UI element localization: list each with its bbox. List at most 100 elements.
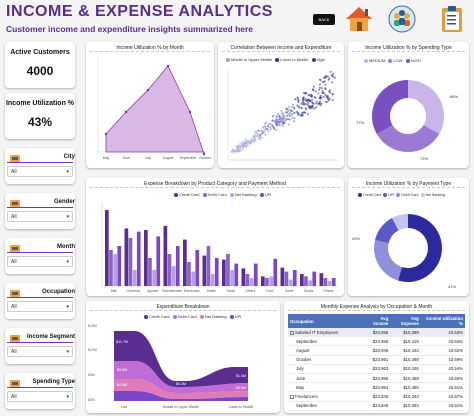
- scatter-point: [289, 112, 292, 115]
- scatter-point: [293, 98, 296, 101]
- bar: [312, 271, 317, 286]
- scatter-point: [301, 101, 304, 104]
- slicer-dropdown[interactable]: All ▾: [7, 301, 73, 312]
- ribbon-credit-card: [114, 331, 248, 387]
- scatter-point: [308, 99, 311, 102]
- data-label: $0.5M: [236, 386, 246, 390]
- people-group-icon[interactable]: [386, 4, 419, 34]
- slicer-label: Occupation: [41, 289, 75, 295]
- scatter-point: [260, 129, 263, 132]
- area-series: [105, 65, 205, 155]
- scatter-point: [287, 123, 290, 126]
- data-label: $0.2M: [176, 382, 186, 386]
- table-row[interactable]: June $23,966 $10,459 43.60%: [288, 373, 465, 384]
- cell-avg-expense: $10,283: [390, 401, 421, 411]
- cell-avg-income: $23,981: [362, 355, 391, 365]
- scatter-point: [240, 142, 243, 145]
- cell-avg-expense: $10,443: [390, 345, 421, 356]
- home-icon[interactable]: [343, 4, 376, 34]
- scatter-point: [330, 74, 333, 77]
- table-row[interactable]: September $23,966 $10,418 43.63%: [288, 336, 465, 347]
- collapse-icon[interactable]: -: [290, 330, 294, 335]
- back-button[interactable]: BACK: [313, 14, 335, 25]
- column-header[interactable]: Income Utilization %: [420, 314, 465, 328]
- legend-label: Debit Card: [207, 192, 227, 197]
- month-chart-card: Income Utilization % by Month May June J…: [86, 42, 214, 168]
- scatter-point: [244, 138, 247, 141]
- table-row[interactable]: - Salaried IT Employees $23,966 $10,389 43.6…: [288, 328, 465, 338]
- scatter-point: [284, 111, 287, 114]
- spending-icon: [9, 375, 21, 387]
- scatter-point: [311, 106, 314, 109]
- payment-donut-card: Income Utilization % by Payment Type Cre…: [348, 178, 469, 296]
- slicer-dropdown[interactable]: All ▾: [7, 166, 73, 177]
- table-row[interactable]: May $23,964 $10,455 43.61%: [288, 382, 465, 393]
- table-row[interactable]: September $23,845 $10,283 43.61%: [288, 401, 465, 411]
- column-header[interactable]: Occupation: [288, 314, 363, 328]
- scatter-point: [322, 76, 325, 79]
- cell-text: August: [296, 412, 309, 413]
- scatter-point: [242, 142, 245, 145]
- scatter-point: [291, 105, 294, 108]
- scatter-point: [287, 109, 290, 112]
- scatter-point: [264, 133, 267, 136]
- table-row[interactable]: July $23,963 $10,426 43.54%: [288, 364, 465, 374]
- chevron-down-icon: ▾: [66, 214, 69, 220]
- scatter-point: [269, 128, 272, 131]
- bar: [265, 278, 269, 286]
- scatter-point: [303, 103, 306, 106]
- slicer-dropdown[interactable]: All ▾: [7, 211, 73, 222]
- scatter-point: [305, 98, 308, 101]
- kpi-active-customers: Active Customers 4000: [5, 42, 75, 88]
- scatter-point: [332, 72, 335, 75]
- scatter-point: [321, 91, 324, 94]
- scatter-point: [232, 150, 235, 153]
- scatter-point: [230, 150, 233, 153]
- scatter-point: [313, 96, 316, 99]
- scatter-point: [280, 109, 283, 112]
- ribbon-net-banking: [114, 379, 248, 399]
- table-row[interactable]: August $23,833$10,27443.61%: [288, 410, 465, 413]
- clipboard-icon[interactable]: [438, 4, 466, 34]
- table-row[interactable]: October $23,981 $10,488 43.59%: [288, 355, 465, 365]
- table-row[interactable]: August $23,946 $10,443 43.62%: [288, 345, 465, 356]
- donut-slice: [376, 125, 440, 153]
- scatter-point: [315, 90, 318, 93]
- spending-donut: 66% 77% 73%: [356, 79, 458, 161]
- scatter-point: [244, 142, 247, 145]
- column-header[interactable]: Avg Expense: [390, 314, 421, 328]
- cell-text: May: [296, 384, 305, 390]
- cell-text: Salaried IT Employees: [295, 329, 339, 335]
- x-tick: July: [145, 156, 151, 160]
- bar: [206, 246, 211, 286]
- bar: [195, 250, 200, 286]
- x-tick: Middle to Upper Middle: [163, 405, 199, 409]
- scatter-point: [311, 104, 314, 107]
- bar: [132, 270, 137, 286]
- scatter-point: [241, 148, 244, 150]
- scatter-point: [320, 102, 323, 105]
- x-tick: Electronics: [184, 289, 200, 293]
- table-wrapper: Occupation Avg Income Avg Expense Income…: [288, 314, 465, 413]
- data-point: [104, 132, 108, 136]
- bar: [109, 250, 113, 286]
- slicer-dropdown[interactable]: All ▾: [7, 256, 73, 267]
- slicer-dropdown[interactable]: All ▾: [7, 391, 73, 402]
- scatter-point: [301, 98, 304, 101]
- slicer-dropdown[interactable]: All ▾: [7, 346, 73, 357]
- chevron-down-icon: ▾: [66, 169, 69, 175]
- bar: [175, 246, 180, 286]
- scatter-point: [248, 140, 251, 143]
- cell-utilization: 43.67%: [420, 391, 465, 402]
- column-header[interactable]: Avg Income: [362, 314, 391, 328]
- slicer-spending-type: Spending Type All ▾: [5, 373, 75, 409]
- collapse-icon[interactable]: -: [290, 394, 294, 399]
- bar: [269, 276, 273, 286]
- bar: [280, 267, 285, 286]
- table-row[interactable]: - Freelancers $23,845 $10,263 43.67%: [288, 391, 465, 402]
- scatter-point: [326, 101, 328, 103]
- scatter-point: [290, 114, 293, 117]
- scatter-point: [280, 119, 282, 122]
- scatter-point: [331, 92, 334, 95]
- scatter-point: [331, 81, 334, 84]
